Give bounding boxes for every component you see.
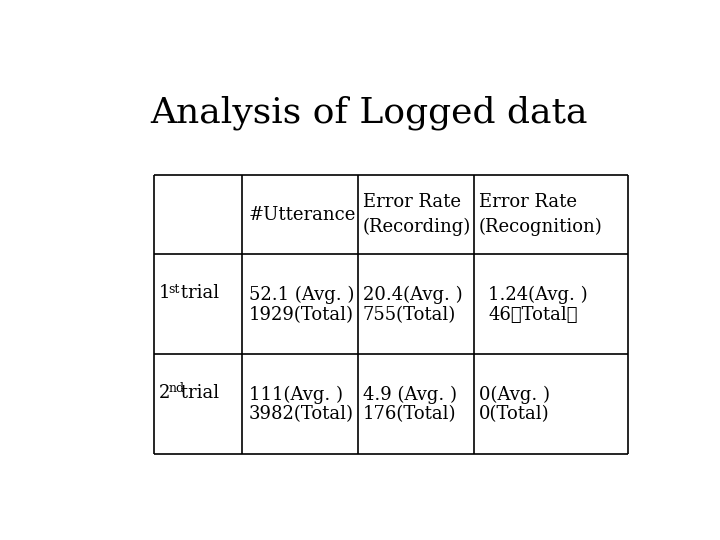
- Text: 52.1 (Avg. ): 52.1 (Avg. ): [248, 286, 354, 304]
- Text: nd: nd: [168, 382, 185, 395]
- Text: 111(Avg. ): 111(Avg. ): [248, 386, 343, 404]
- Text: 176(Total): 176(Total): [363, 405, 456, 423]
- Text: 0(Avg. ): 0(Avg. ): [479, 386, 550, 404]
- Text: Analysis of Logged data: Analysis of Logged data: [150, 96, 588, 130]
- Text: 3982(Total): 3982(Total): [248, 405, 354, 423]
- Text: 4.9 (Avg. ): 4.9 (Avg. ): [363, 386, 456, 404]
- Text: 0(Total): 0(Total): [479, 405, 549, 423]
- Text: 1929(Total): 1929(Total): [248, 306, 354, 323]
- Text: 2: 2: [158, 383, 170, 402]
- Text: 1: 1: [158, 284, 170, 302]
- Text: 20.4(Avg. ): 20.4(Avg. ): [363, 286, 462, 304]
- Text: Error Rate
(Recognition): Error Rate (Recognition): [479, 193, 603, 237]
- Text: 1.24(Avg. ): 1.24(Avg. ): [488, 286, 588, 304]
- Text: trial: trial: [176, 284, 220, 302]
- Text: 46（Total）: 46（Total）: [488, 306, 577, 323]
- Text: trial: trial: [176, 383, 220, 402]
- Text: #Utterance: #Utterance: [248, 206, 356, 224]
- Text: st: st: [168, 282, 180, 295]
- Text: 755(Total): 755(Total): [363, 306, 456, 323]
- Text: Error Rate
(Recording): Error Rate (Recording): [363, 193, 471, 237]
